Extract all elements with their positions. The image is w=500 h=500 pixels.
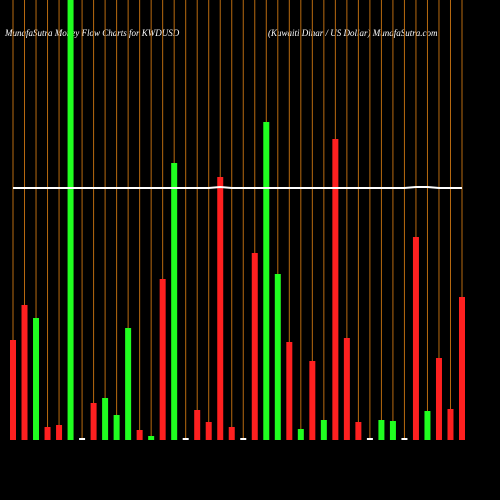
bar xyxy=(297,429,304,440)
bar xyxy=(194,410,201,440)
chart-subtitle: (Kuwaiti Dinar / US Dollar) MunafaSutra.… xyxy=(268,28,438,38)
bar xyxy=(90,403,97,440)
bar xyxy=(401,438,408,440)
bar xyxy=(102,398,109,440)
bar xyxy=(159,279,166,440)
bar xyxy=(171,163,178,440)
bar xyxy=(205,422,212,440)
bar xyxy=(136,430,143,440)
bar xyxy=(447,409,454,440)
bar xyxy=(263,122,270,440)
bar xyxy=(33,318,40,440)
bar xyxy=(125,328,132,440)
bar xyxy=(355,422,362,440)
bar xyxy=(320,420,327,440)
bar xyxy=(343,338,350,440)
bar xyxy=(79,438,86,440)
bar xyxy=(435,358,442,440)
bar xyxy=(366,438,373,440)
bar xyxy=(10,340,16,440)
bar xyxy=(332,139,339,440)
bar xyxy=(217,177,224,440)
money-flow-line xyxy=(13,185,462,189)
bar xyxy=(67,0,74,440)
bar xyxy=(148,436,155,440)
bar xyxy=(182,438,189,440)
bar xyxy=(378,420,385,440)
chart-title: MunafaSutra Money Flow Charts for KWDUSD xyxy=(4,28,180,38)
bar xyxy=(44,427,51,440)
bar xyxy=(412,237,419,440)
bar xyxy=(274,274,281,440)
bar xyxy=(251,253,258,440)
bar xyxy=(459,297,465,440)
bar xyxy=(228,427,235,440)
bar xyxy=(21,305,28,440)
bar xyxy=(56,425,63,440)
bar xyxy=(389,421,396,440)
bar xyxy=(424,411,431,440)
bar xyxy=(113,415,120,440)
bar xyxy=(286,342,293,440)
bar xyxy=(309,361,316,440)
bar xyxy=(240,438,247,440)
